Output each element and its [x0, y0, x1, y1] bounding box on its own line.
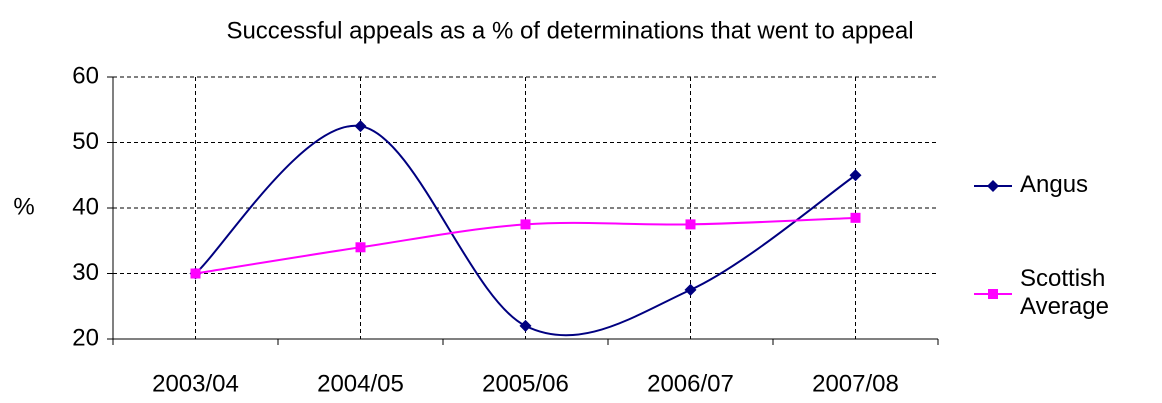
y-tick-label: 50	[72, 128, 99, 155]
y-tick-label: 20	[72, 324, 99, 351]
series-line	[194, 125, 857, 337]
chart-title: Successful appeals as a % of determinati…	[226, 17, 913, 44]
marker	[520, 219, 531, 230]
x-tick-label: 2007/08	[812, 370, 899, 397]
y-tick-label: 30	[72, 259, 99, 286]
marker	[988, 289, 998, 299]
legend-label: Angus	[1020, 171, 1088, 198]
legend-label: Scottish Average	[1020, 265, 1109, 320]
x-tick-label: 2005/06	[482, 370, 569, 397]
marker	[355, 242, 366, 253]
marker	[684, 283, 697, 296]
marker	[519, 319, 532, 332]
y-tick-label: 60	[72, 62, 99, 89]
x-tick-label: 2003/04	[152, 370, 239, 397]
y-tick-label: 40	[72, 193, 99, 220]
x-tick-label: 2006/07	[647, 370, 734, 397]
marker	[685, 219, 696, 230]
marker	[850, 212, 861, 223]
y-axis-label: %	[13, 193, 34, 220]
x-tick-label: 2004/05	[317, 370, 404, 397]
marker	[354, 120, 367, 133]
marker	[190, 268, 201, 279]
marker	[849, 169, 862, 182]
marker	[987, 180, 999, 192]
